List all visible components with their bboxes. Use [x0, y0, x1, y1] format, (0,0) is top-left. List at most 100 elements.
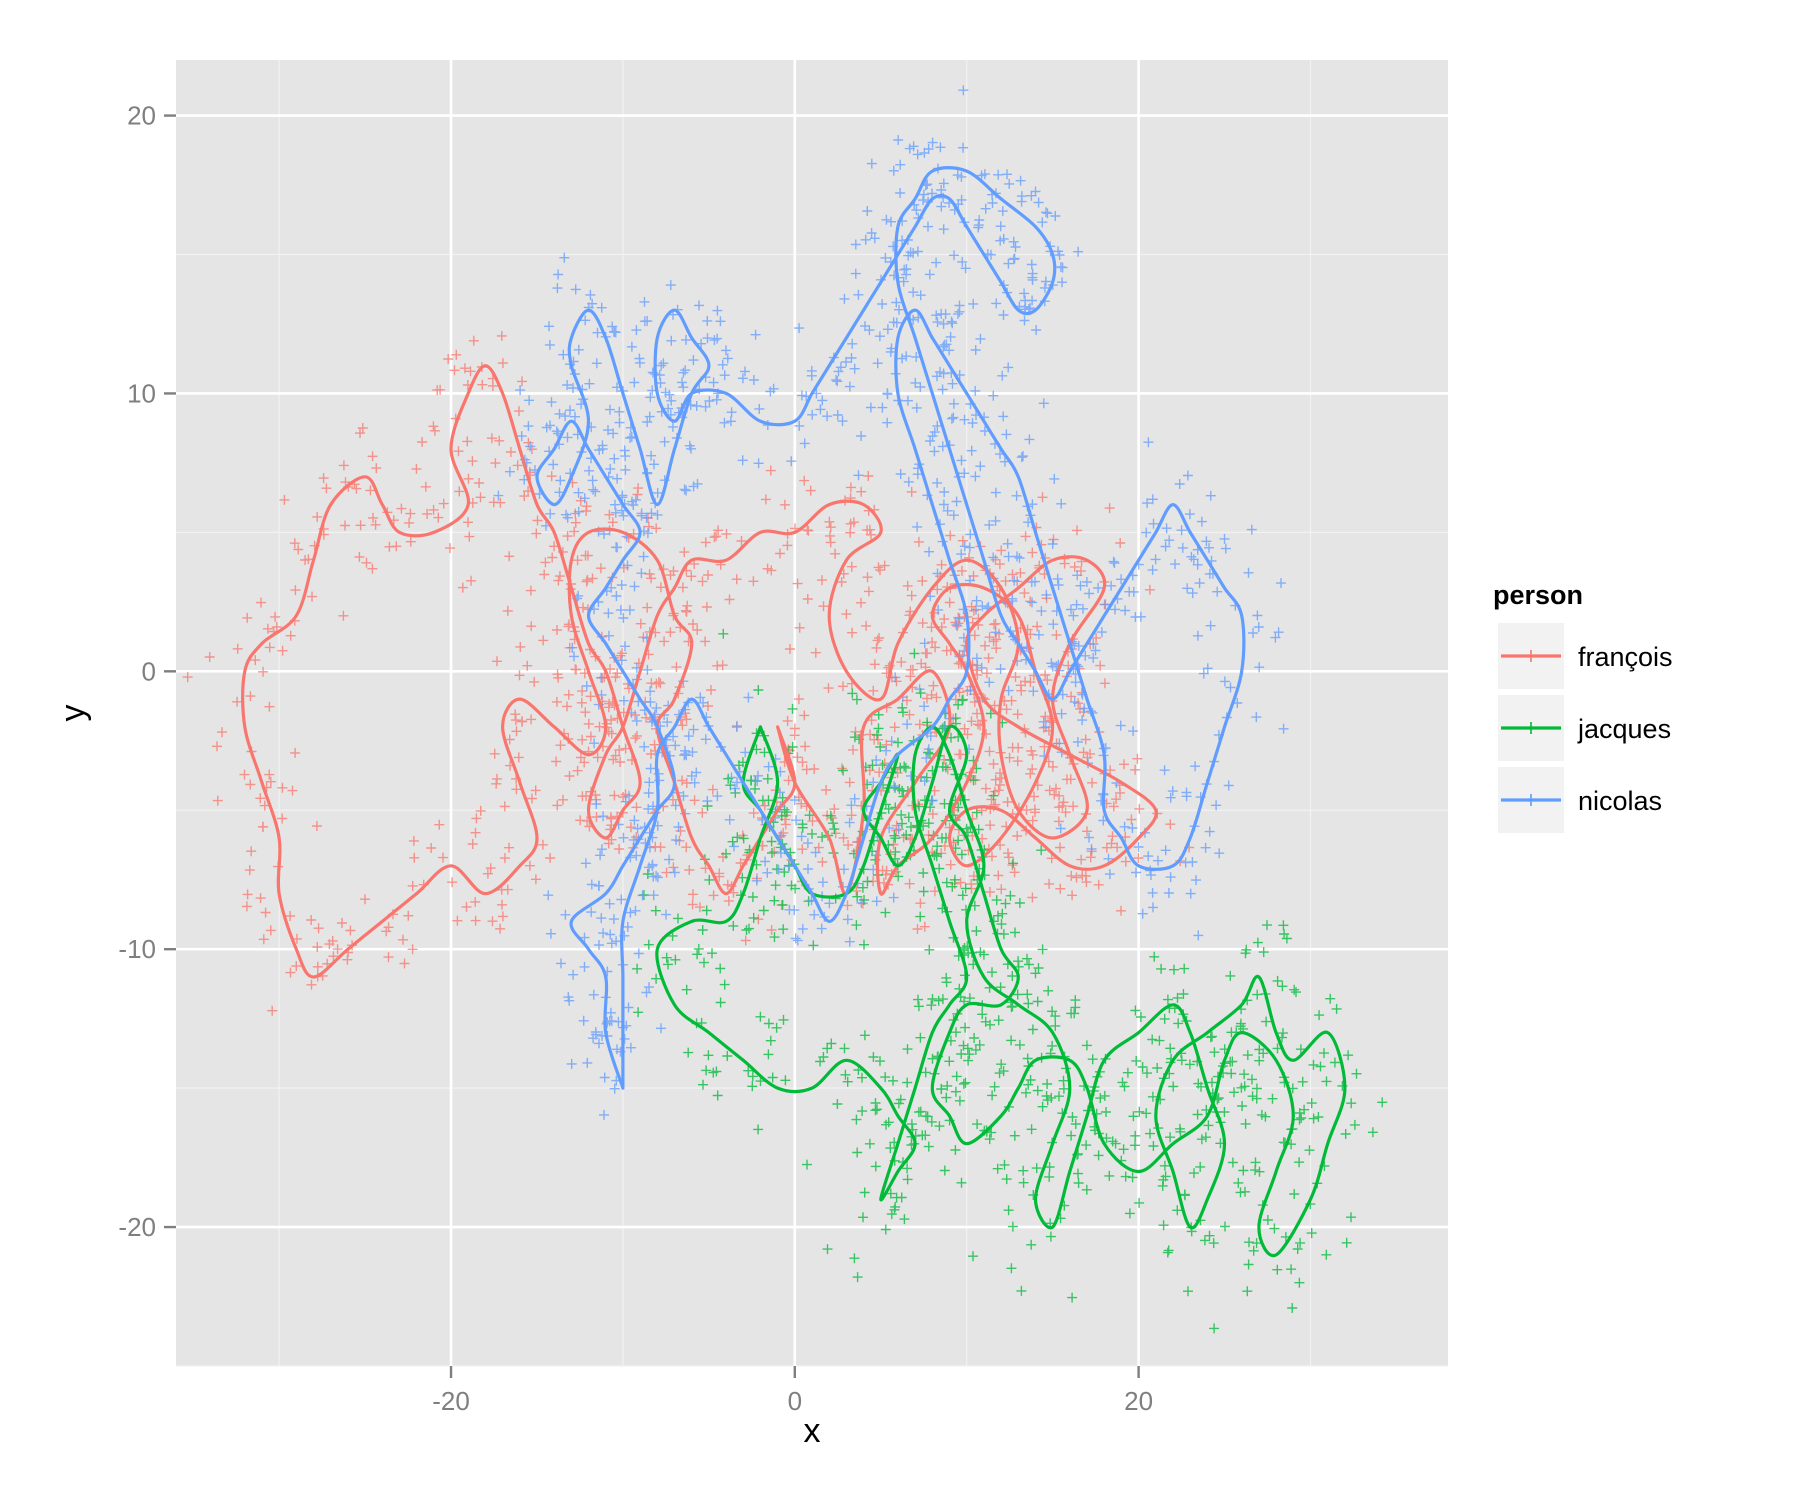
series-point	[706, 685, 716, 695]
series-point	[1038, 716, 1049, 727]
series-point	[998, 411, 1009, 422]
series-point	[765, 465, 776, 476]
series-point	[906, 821, 916, 832]
series-point	[588, 989, 599, 1000]
series-point	[805, 485, 816, 496]
series-point	[1057, 801, 1068, 811]
series-point	[383, 952, 394, 963]
series-point	[1026, 1239, 1037, 1250]
series-point	[370, 519, 381, 530]
series-point	[615, 757, 626, 767]
series-point	[625, 1042, 636, 1053]
series-point	[708, 1067, 719, 1078]
series-point	[596, 913, 607, 924]
series-point	[552, 800, 563, 811]
series-point	[551, 756, 562, 767]
series-point	[1329, 1057, 1340, 1068]
series-point	[786, 456, 797, 467]
series-point	[792, 752, 803, 763]
series-point	[1160, 541, 1171, 552]
series-point	[888, 892, 899, 903]
series-point	[1225, 970, 1236, 981]
series-point	[1007, 1221, 1018, 1232]
series-point	[1272, 975, 1283, 986]
series-point	[568, 969, 579, 980]
series-point	[985, 708, 996, 719]
series-point	[844, 817, 855, 828]
series-point	[1172, 1205, 1183, 1216]
series-point	[1196, 516, 1207, 527]
series-point	[1182, 470, 1193, 481]
series-point	[915, 911, 926, 922]
series-point	[1262, 1215, 1273, 1225]
series-point	[970, 345, 981, 355]
series-point	[897, 818, 907, 829]
series-point	[1062, 774, 1072, 785]
series-point	[866, 228, 877, 238]
series-point	[1002, 797, 1013, 807]
series-point	[1053, 580, 1064, 590]
series-point	[429, 425, 440, 436]
series-point	[303, 554, 314, 565]
series-point	[552, 283, 563, 294]
series-point	[306, 915, 317, 925]
series-point	[558, 794, 568, 805]
series-point	[1304, 1145, 1315, 1156]
series-point	[723, 895, 734, 906]
series-point	[1147, 1034, 1158, 1045]
series-point	[677, 775, 688, 786]
series-point	[724, 594, 735, 605]
series-point	[360, 894, 370, 905]
series-point	[882, 417, 893, 428]
series-point	[459, 363, 470, 374]
series-point	[1040, 711, 1051, 722]
series-point	[1072, 570, 1083, 581]
series-point	[494, 435, 505, 446]
series-point	[516, 431, 527, 442]
series-point	[665, 280, 676, 291]
series-point	[759, 747, 770, 758]
series-point	[941, 877, 952, 888]
series-point	[948, 412, 959, 423]
series-point	[539, 569, 550, 580]
series-point	[517, 716, 528, 727]
series-point	[453, 446, 464, 457]
series-point	[493, 490, 504, 501]
series-point	[1165, 792, 1176, 803]
series-point	[873, 562, 884, 573]
series-point	[955, 877, 966, 888]
series-point	[681, 606, 692, 617]
series-point	[689, 795, 700, 806]
series-point	[923, 1141, 934, 1152]
series-point	[398, 934, 408, 945]
series-point	[1165, 1132, 1176, 1143]
series-point	[1160, 845, 1171, 856]
series-point	[558, 349, 569, 360]
series-point	[1066, 1130, 1077, 1141]
series-point	[932, 317, 943, 328]
series-point	[700, 636, 711, 647]
series-point	[547, 552, 558, 563]
series-point	[581, 681, 592, 691]
series-point	[1192, 559, 1203, 570]
series-point	[687, 747, 698, 758]
series-point	[486, 433, 497, 444]
y-tick-label: -20	[118, 1212, 156, 1242]
series-point	[1147, 1091, 1158, 1102]
series-point	[692, 478, 703, 489]
series-point	[1131, 867, 1141, 878]
series-point	[924, 944, 935, 955]
series-point	[619, 445, 630, 456]
series-point	[1071, 872, 1082, 883]
series-point	[877, 402, 888, 413]
series-point	[644, 777, 655, 788]
series-point	[940, 309, 951, 320]
series-point	[553, 269, 564, 280]
series-point	[626, 341, 637, 352]
series-point	[1026, 190, 1037, 201]
series-point	[1308, 1113, 1319, 1124]
series-point	[603, 425, 613, 436]
series-point	[847, 627, 858, 638]
series-point	[1067, 1292, 1078, 1303]
series-point	[529, 676, 540, 687]
